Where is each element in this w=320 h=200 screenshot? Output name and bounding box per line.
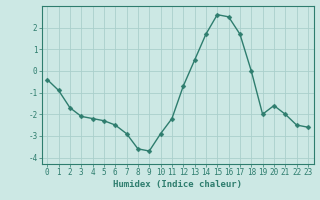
X-axis label: Humidex (Indice chaleur): Humidex (Indice chaleur) [113,180,242,189]
